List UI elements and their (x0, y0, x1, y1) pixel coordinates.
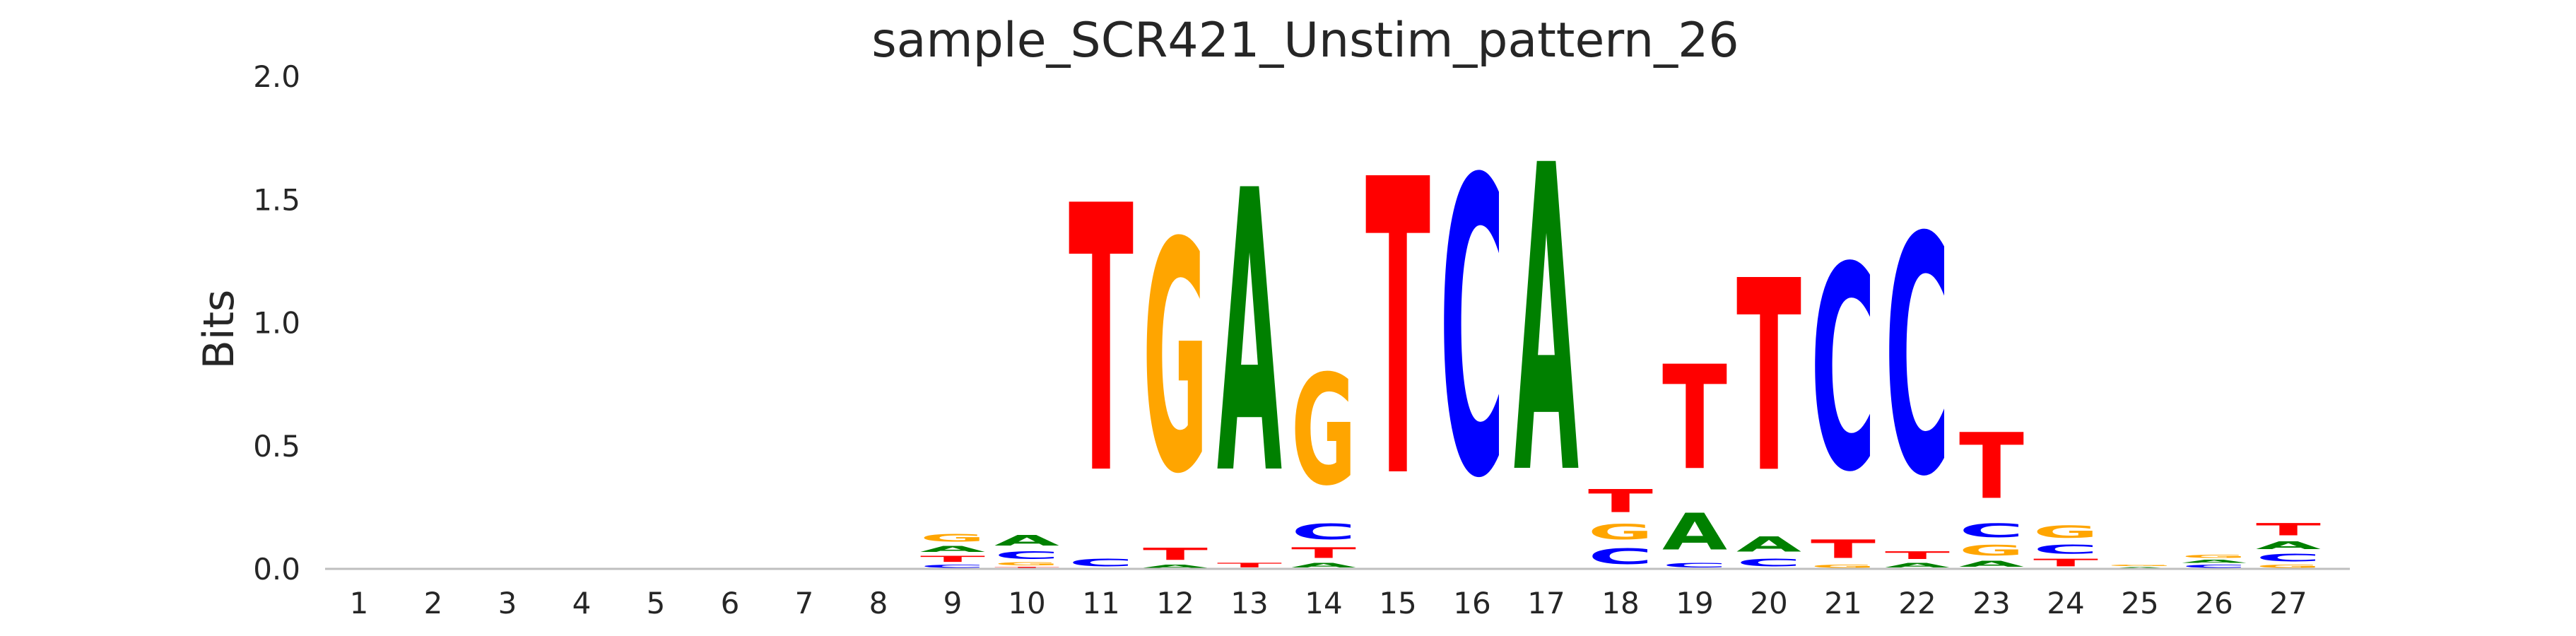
x-tick-label: 11 (1082, 586, 1119, 620)
x-tick-label: 18 (1601, 586, 1639, 620)
logo-letter-C: C (1959, 520, 2024, 542)
x-tick-label: 6 (721, 586, 740, 620)
x-tick-label: 8 (869, 586, 888, 620)
logo-letter-A: A (1514, 78, 1580, 567)
y-tick-label: 2.0 (253, 59, 300, 94)
x-tick-label: 5 (647, 586, 666, 620)
logo-letter-A: A (1143, 564, 1208, 569)
y-tick-label: 0.5 (253, 429, 300, 464)
x-tick-label: 13 (1230, 586, 1268, 620)
logo-letter-A: A (1291, 562, 1356, 569)
x-tick-label: 27 (2269, 586, 2307, 620)
x-tick-label: 25 (2121, 586, 2158, 620)
logo-letter-A: A (1959, 559, 2024, 569)
logo-letter-T: T (1662, 335, 1727, 502)
x-tick-label: 14 (1305, 586, 1342, 620)
x-tick-label: 12 (1156, 586, 1194, 620)
x-tick-label: 23 (1972, 586, 2010, 620)
logo-letter-T: T (1811, 534, 1876, 564)
logo-letter-G: G (2033, 522, 2098, 542)
x-tick-label: 1 (350, 586, 369, 620)
logo-letter-C: C (994, 549, 1059, 561)
logo-letter-A: A (994, 532, 1059, 549)
x-tick-label: 19 (1676, 586, 1713, 620)
x-tick-label: 24 (2047, 586, 2084, 620)
logo-letter-C: C (1440, 95, 1505, 568)
logo-letter-G: G (1291, 343, 1356, 519)
logo-letter-C: C (1811, 208, 1876, 534)
logo-letter-C: C (920, 564, 985, 569)
x-tick-label: 26 (2195, 586, 2233, 620)
logo-letter-A: A (2107, 567, 2172, 569)
logo-letter-A: A (920, 544, 985, 554)
y-tick-label: 0.0 (253, 552, 300, 587)
x-tick-label: 3 (498, 586, 517, 620)
x-tick-label: 4 (572, 586, 592, 620)
logo-letter-C: C (1736, 557, 1801, 569)
logo-letter-C: C (1069, 557, 1134, 569)
logo-letter-C: C (2256, 552, 2321, 564)
logo-letter-T: T (1588, 483, 1653, 519)
logo-letter-G: G (920, 532, 985, 544)
logo-letter-T: T (1069, 130, 1134, 555)
logo-letter-A: A (1885, 562, 1950, 569)
logo-letter-T: T (1885, 549, 1950, 561)
x-tick-label: 9 (943, 586, 963, 620)
logo-letter-G: G (2182, 554, 2247, 559)
logo-letter-G: G (2256, 564, 2321, 569)
y-axis-label: Bits (194, 290, 244, 370)
logo-letter-C: C (1291, 520, 1356, 545)
chart-title: sample_SCR421_Unstim_pattern_26 (871, 13, 1739, 69)
x-tick-label: 17 (1527, 586, 1565, 620)
logo-letter-T: T (1365, 95, 1431, 567)
x-tick-label: 15 (1379, 586, 1416, 620)
x-tick-label: 2 (424, 586, 443, 620)
logo-letter-T: T (1217, 562, 1282, 569)
logo-letter-C: C (1885, 168, 1950, 548)
logo-letter-C: C (2182, 564, 2247, 569)
logo-letter-A: A (1217, 109, 1283, 560)
logo-letter-A: A (2182, 559, 2247, 564)
x-tick-label: 21 (1824, 586, 1862, 620)
logo-letter-G: G (1143, 176, 1208, 543)
logo-letter-G: G (1959, 542, 2024, 559)
logo-letter-T: T (994, 567, 1059, 569)
logo-letter-G: G (1588, 520, 1653, 545)
logo-letter-T: T (920, 554, 985, 564)
logo-letter-T: T (1736, 225, 1802, 531)
x-tick-label: 22 (1898, 586, 1936, 620)
logo-letter-G: G (2107, 564, 2172, 566)
logo-letter-T: T (2256, 519, 2321, 539)
x-tick-label: 7 (795, 586, 814, 620)
y-tick-label: 1.5 (253, 182, 300, 217)
y-axis-ticks: 0.0 0.5 1.0 1.5 2.0 (253, 59, 300, 587)
x-tick-label: 20 (1750, 586, 1787, 620)
y-tick-label: 1.0 (253, 306, 300, 341)
logo-letter-G: G (994, 562, 1059, 567)
logo-letter-A: A (1662, 503, 1727, 562)
logo-letter-T: T (1291, 544, 1356, 561)
logo-letter-T: T (1143, 544, 1208, 564)
x-axis-ticks: 1 2 3 4 5 6 7 8 9 10 11 12 13 14 15 16 17 18 19 20 21 22 23 24 2… (350, 586, 2307, 620)
logo-letter-A: A (2256, 539, 2322, 551)
logo-letter-C: C (2033, 542, 2098, 557)
logo-letter-T: T (1959, 415, 2024, 520)
x-tick-label: 10 (1008, 586, 1045, 620)
logo-letter-C: C (1588, 544, 1653, 569)
logo-letter-A: A (1736, 532, 1801, 556)
x-tick-label: 16 (1453, 586, 1490, 620)
logo-letter-G: G (1811, 564, 1876, 569)
logo-letter-C: C (1662, 562, 1727, 569)
logo-letter-T: T (2033, 557, 2098, 569)
